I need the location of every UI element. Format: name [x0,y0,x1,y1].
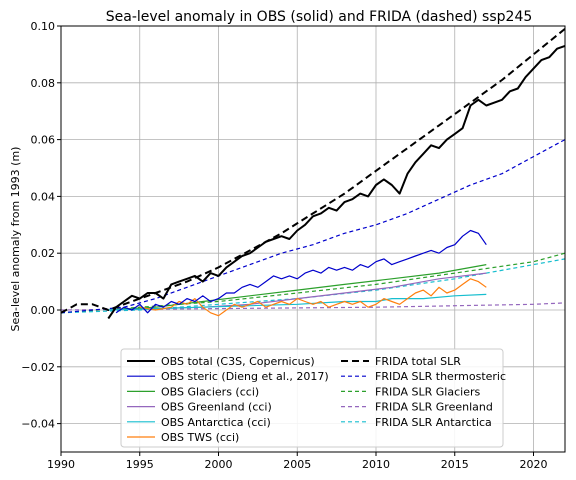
legend-label-frida-total-slr: FRIDA total SLR [375,355,461,368]
x-tick-label: 2005 [283,458,311,471]
plot-frame [60,25,566,453]
series-line-obs-total-c3s-copernicus [107,44,566,320]
legend-label-obs-antarctica-cci: OBS Antarctica (cci) [161,416,271,429]
legend: OBS total (C3S, Copernicus) FRIDA total S… [120,348,506,448]
legend-label-obs-tws-cci: OBS TWS (cci) [161,431,239,444]
legend-label-obs-total-c3s-copernicus: OBS total (C3S, Copernicus) [161,355,315,368]
legend-label-frida-slr-greenland: FRIDA SLR Greenland [375,401,493,414]
x-tick-label: 2000 [205,458,233,471]
legend-label-frida-slr-thermosteric: FRIDA SLR thermosteric [375,370,506,383]
series-line-obs-tws-cci [139,278,487,317]
series-line-obs-glaciers-cci [108,264,487,311]
legend-box [120,348,504,448]
series-lines [60,28,566,320]
series-line-frida-slr-thermosteric [60,139,566,314]
x-tick-label: 2010 [362,458,390,471]
x-tick-label: 1995 [126,458,154,471]
y-tick-label: 0.00 [31,304,56,317]
x-tick-label: 2020 [520,458,548,471]
y-tick-label: 0.06 [31,134,56,147]
legend-label-obs-greenland-cci: OBS Greenland (cci) [161,401,272,414]
y-tick-label: −0.04 [21,418,55,431]
series-line-obs-steric-dieng-et-al-2017 [115,229,487,314]
axis-ticks: 1990 1995 2000 2005 2010 2015 2020 −0.04 −0.02 0.… [21,20,547,471]
y-axis-label: Sea-level anomaly from 1993 (m) [9,147,22,332]
legend-label-frida-slr-glaciers: FRIDA SLR Glaciers [375,385,480,398]
y-tick-label: 0.02 [31,247,56,260]
legend-label-obs-glaciers-cci: OBS Glaciers (cci) [161,385,259,398]
series-line-frida-total-slr [60,28,566,314]
y-tick-label: −0.02 [21,361,55,374]
y-tick-label: 0.04 [31,190,56,203]
y-tick-label: 0.10 [31,20,56,33]
x-tick-label: 2015 [441,458,469,471]
x-tick-label: 1990 [47,458,75,471]
legend-label-frida-slr-antarctica: FRIDA SLR Antarctica [375,416,492,429]
chart-title: Sea-level anomaly in OBS (solid) and FRI… [106,9,533,25]
series-line-frida-slr-greenland [60,302,566,311]
legend-label-obs-steric-dieng-et-al-2017: OBS steric (Dieng et al., 2017) [161,370,329,383]
y-tick-label: 0.08 [31,77,56,90]
